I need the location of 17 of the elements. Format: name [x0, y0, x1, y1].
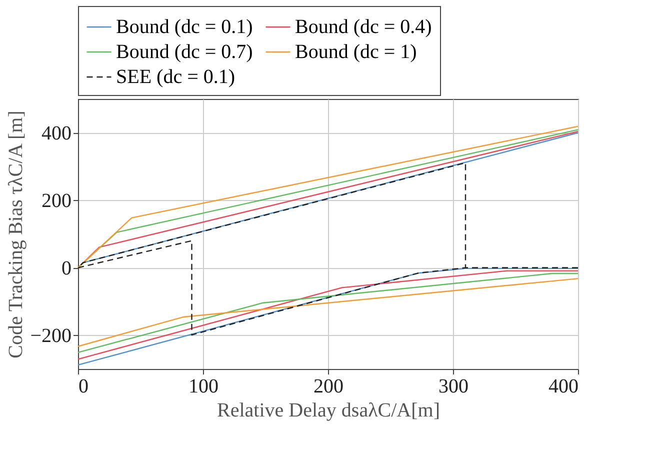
legend-label: SEE (dc = 0.1): [116, 66, 236, 88]
x-tick-label: 200: [314, 376, 344, 398]
legend-label: Bound (dc = 0.4): [295, 16, 432, 38]
legend-label: Bound (dc = 0.7): [116, 41, 253, 63]
y-tick-label: −200: [30, 324, 72, 347]
legend-label: Bound (dc = 1): [295, 41, 417, 63]
y-tick-label: 0: [62, 257, 72, 280]
x-tick-label: 300: [438, 376, 468, 398]
legend-label: Bound (dc = 0.1): [116, 16, 253, 38]
y-tick-label: 200: [42, 190, 72, 212]
y-axis-title: Code Tracking Bias τλC/A [m]: [5, 110, 28, 358]
x-tick-label: 100: [188, 376, 218, 398]
x-tick-label: 400: [548, 376, 578, 398]
line-series: [77, 162, 579, 336]
x-tick-label: 0: [78, 376, 88, 398]
x-axis-title: Relative Delay dsaλC/A[m]: [217, 400, 440, 422]
y-tick-label: 400: [42, 122, 72, 144]
